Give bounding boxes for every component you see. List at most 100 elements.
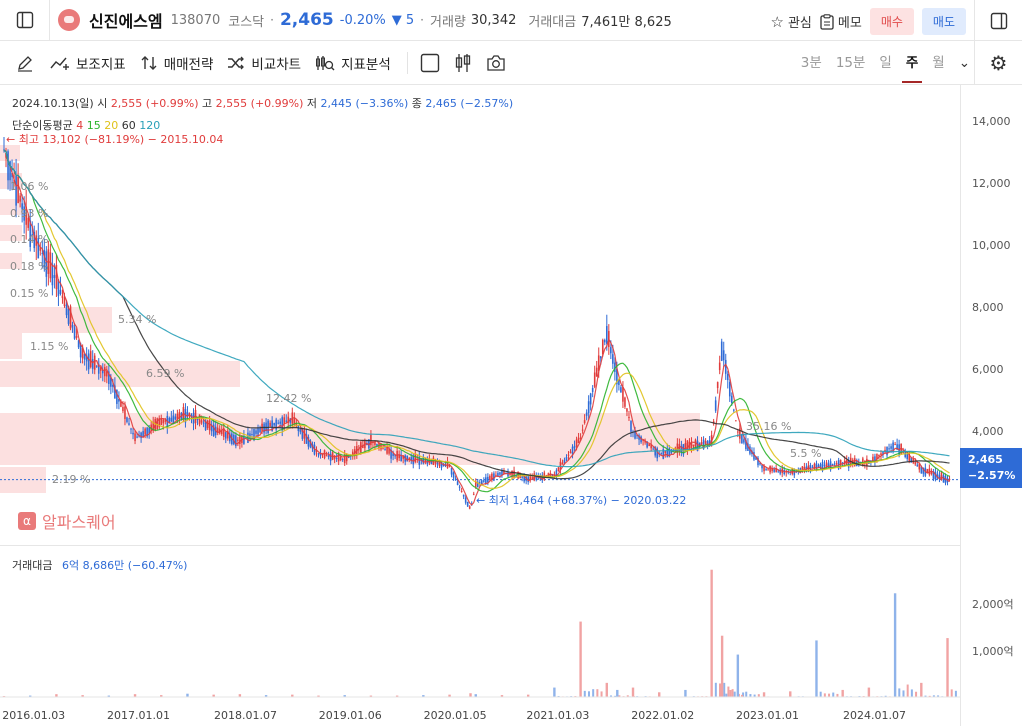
amount-bar	[343, 695, 346, 697]
candle-body	[577, 437, 580, 444]
draw-tool-button[interactable]	[0, 54, 50, 72]
candle-body	[67, 308, 70, 324]
volume-profile-label: 12.42 %	[266, 392, 312, 405]
candle-body	[339, 456, 342, 461]
candle-body	[271, 420, 273, 431]
amount-bar	[841, 689, 844, 697]
candle-body	[130, 428, 132, 430]
candle-body	[136, 436, 138, 438]
amount-bar	[369, 695, 373, 697]
amount-bar	[714, 682, 717, 697]
candle-body	[388, 449, 390, 454]
candle-body	[581, 429, 584, 431]
tab-week[interactable]: 주	[901, 41, 923, 85]
candle-body	[753, 452, 755, 460]
candle-body	[335, 457, 338, 459]
candle-body	[932, 471, 935, 479]
candle-body	[152, 421, 154, 431]
candle-body	[890, 446, 892, 449]
candle-body	[124, 406, 126, 419]
volume-profile-label: 1.06 %	[10, 180, 49, 193]
chart-area[interactable]: 2024.10.13(일) 시 2,555 (+0.99%) 고 2,555 (…	[0, 85, 1022, 726]
amount-bar	[932, 695, 935, 697]
candle-body	[9, 161, 11, 181]
candle-body	[761, 465, 763, 469]
amount-bar	[553, 687, 556, 697]
candle-body	[610, 347, 612, 354]
company-logo	[58, 9, 80, 31]
candle-body	[400, 454, 402, 462]
candle-body	[763, 465, 765, 472]
amount-bar	[600, 691, 603, 697]
candle-body	[938, 475, 941, 479]
candle-body	[910, 457, 913, 463]
memo-button[interactable]: 메모	[820, 12, 862, 31]
amount-bar	[823, 693, 826, 697]
volume-profile-label: 1.15 %	[30, 340, 69, 353]
screenshot-button[interactable]	[486, 54, 506, 72]
amount-bar	[741, 694, 744, 697]
candle-body	[398, 455, 400, 459]
candle-body	[63, 297, 66, 307]
analysis-button[interactable]: 지표분석	[315, 53, 391, 73]
candle-body	[741, 434, 743, 444]
candle-body	[142, 431, 144, 438]
amount-bar	[836, 693, 839, 697]
volume-profile-label: 6.59 %	[146, 367, 185, 380]
tab-3min[interactable]: 3분	[800, 55, 822, 71]
candle-body	[894, 444, 896, 446]
candle-body	[376, 443, 378, 447]
compare-label: 비교차트	[251, 56, 302, 73]
candle-body	[722, 350, 725, 361]
candle-body	[622, 387, 624, 402]
buy-button[interactable]: 매수	[869, 8, 914, 35]
tab-month[interactable]: 월	[932, 55, 945, 71]
candle-body	[561, 462, 564, 465]
close-label: 종	[411, 97, 422, 110]
candle-body	[468, 506, 471, 509]
candle-body	[920, 466, 923, 474]
panel-right-toggle-button[interactable]	[974, 0, 1022, 41]
candle-body	[75, 336, 78, 338]
indicator-button[interactable]: 보조지표	[50, 53, 126, 73]
ma-label: 단순이동평균	[12, 119, 73, 132]
high-value: 2,555 (+0.99%)	[215, 97, 304, 110]
candlestick-button[interactable]	[454, 53, 472, 73]
candle-body	[91, 359, 94, 369]
candle-body	[126, 417, 128, 422]
shuffle-icon	[228, 56, 245, 69]
candle-body	[279, 421, 282, 424]
candle-body	[821, 462, 824, 471]
candle-body	[755, 456, 757, 460]
candle-body	[616, 368, 618, 385]
candle-body	[523, 475, 525, 482]
tab-day[interactable]: 일	[879, 55, 892, 71]
candle-body	[208, 420, 211, 431]
watch-button[interactable]: ☆ 관심	[771, 12, 812, 32]
stock-code: 138070	[170, 12, 221, 28]
candle-body	[595, 367, 598, 377]
candle-body	[839, 460, 842, 466]
candle-body	[940, 472, 943, 480]
settings-button[interactable]: ⚙	[974, 41, 1022, 85]
amount-bar	[920, 682, 923, 697]
amount-bar	[583, 690, 586, 697]
candle-body	[476, 481, 479, 488]
candle-body	[307, 436, 310, 447]
candle-body	[17, 176, 19, 204]
candle-body	[555, 470, 558, 477]
candle-body	[686, 440, 689, 451]
ma-legend: 단순이동평균 4 15 20 60 120	[12, 117, 160, 133]
tab-15min[interactable]: 15분	[835, 55, 866, 71]
amount-bar	[867, 687, 871, 697]
sidebar-toggle-button[interactable]	[0, 0, 50, 41]
amount-bar	[832, 692, 835, 697]
sell-button[interactable]: 매도	[921, 8, 966, 35]
candle-body	[579, 437, 582, 439]
chevron-down-icon[interactable]: ⌄	[958, 55, 970, 71]
candle-body	[392, 453, 394, 456]
strategy-button[interactable]: 매매전략	[140, 53, 213, 73]
candle-body	[571, 446, 574, 455]
compare-button[interactable]: 비교차트	[227, 53, 301, 73]
square-tool-button[interactable]	[420, 53, 440, 73]
